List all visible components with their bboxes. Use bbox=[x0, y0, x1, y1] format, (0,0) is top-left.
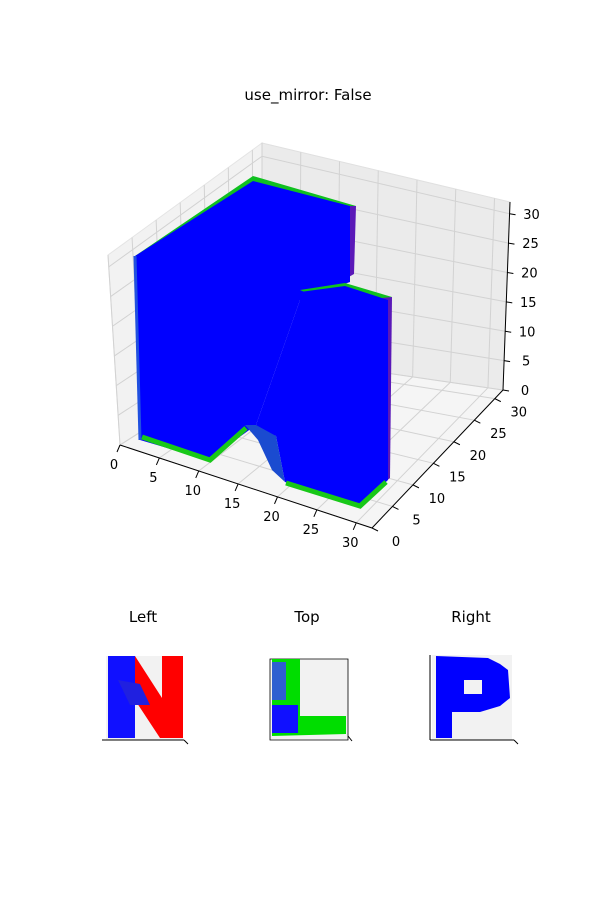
x-back-gridline-6 bbox=[487, 198, 495, 388]
z-tick-4 bbox=[507, 272, 514, 274]
x-tick-label-2: 10 bbox=[184, 484, 201, 499]
y-tick-1 bbox=[392, 505, 399, 510]
projection-top-axis-end bbox=[347, 735, 353, 742]
z-tick-label-3: 15 bbox=[520, 296, 537, 311]
z-tick-5 bbox=[508, 242, 515, 245]
voxel-bottom-edge-left bbox=[141, 426, 248, 463]
projection-right: Right bbox=[429, 608, 519, 745]
projection-left: Left bbox=[102, 608, 189, 745]
y-tick-5 bbox=[474, 419, 481, 424]
z-tick-label-0: 0 bbox=[521, 384, 529, 399]
y-tick-6 bbox=[494, 398, 502, 403]
z-tick-3 bbox=[506, 301, 513, 304]
voxel-bottom-edge-right bbox=[285, 480, 388, 509]
x-back-gridline-4 bbox=[412, 179, 418, 377]
x-tick-label-4: 20 bbox=[263, 510, 280, 525]
x-back-gridline-5 bbox=[449, 189, 457, 383]
x-axis-ticks: 0 5 10 15 20 25 30 bbox=[110, 444, 359, 551]
projection-left-blue-diagonal bbox=[118, 680, 150, 705]
voxel-front-face-short bbox=[245, 286, 388, 506]
x-tick-label-1: 5 bbox=[149, 471, 157, 486]
x-tick-4 bbox=[274, 496, 278, 505]
z-tick-1 bbox=[504, 360, 511, 363]
x-tick-2 bbox=[195, 470, 200, 479]
voxel-plot-3d: use_mirror: False bbox=[107, 86, 540, 551]
projection-right-title: Right bbox=[451, 608, 491, 626]
main-title: use_mirror: False bbox=[244, 86, 371, 105]
x-tick-label-3: 15 bbox=[224, 497, 241, 512]
z-tick-label-5: 25 bbox=[522, 237, 539, 252]
x-gridline-6 bbox=[355, 387, 489, 524]
x-tick-3 bbox=[234, 483, 239, 492]
z-tick-0 bbox=[502, 389, 510, 392]
y-axis-line bbox=[371, 389, 504, 529]
z-tick-label-2: 10 bbox=[519, 325, 536, 340]
y-back-gridline-0 bbox=[107, 254, 121, 446]
x-tick-6 bbox=[352, 522, 357, 531]
z-axis-ticks: 0 5 10 15 20 25 30 bbox=[502, 208, 540, 399]
y-tick-label-6: 30 bbox=[511, 406, 528, 421]
projection-top-blue-stripe bbox=[272, 662, 286, 700]
y-tick-2 bbox=[412, 484, 420, 489]
z-tick-label-4: 20 bbox=[521, 267, 538, 282]
voxel-front-face-tall bbox=[135, 181, 350, 460]
z-tick-label-6: 30 bbox=[523, 208, 540, 223]
y-tick-0 bbox=[371, 527, 379, 532]
projection-top: Top bbox=[269, 608, 353, 742]
y-tick-3 bbox=[433, 462, 440, 467]
x-tick-label-6: 30 bbox=[342, 536, 359, 551]
y-tick-label-1: 5 bbox=[412, 513, 420, 528]
z-tick-6 bbox=[509, 213, 516, 216]
x-tick-0 bbox=[116, 444, 121, 453]
y-tick-4 bbox=[453, 441, 461, 446]
voxel-left-edge bbox=[133, 255, 142, 441]
y-tick-label-3: 15 bbox=[449, 470, 466, 485]
z-tick-2 bbox=[505, 330, 512, 333]
projection-left-axis-end bbox=[183, 739, 189, 745]
projection-right-letter-p bbox=[436, 656, 510, 738]
y-tick-label-4: 20 bbox=[470, 449, 487, 464]
y-tick-label-2: 10 bbox=[429, 492, 446, 507]
x-tick-5 bbox=[313, 509, 318, 518]
x-tick-label-5: 25 bbox=[303, 523, 320, 538]
y-tick-label-0: 0 bbox=[392, 535, 400, 550]
y-tick-label-5: 25 bbox=[490, 427, 507, 442]
voxel-notch bbox=[245, 425, 285, 482]
x-tick-label-0: 0 bbox=[110, 458, 118, 473]
projection-top-blue-part bbox=[272, 705, 298, 733]
voxel-body bbox=[133, 176, 392, 509]
x-axis-line bbox=[119, 444, 373, 529]
z-axis-line bbox=[502, 201, 511, 391]
x-tick-1 bbox=[155, 457, 160, 466]
projection-left-blue-part bbox=[108, 656, 135, 738]
projection-top-title: Top bbox=[293, 608, 319, 626]
projection-right-axis-end bbox=[513, 739, 519, 745]
z-tick-label-1: 5 bbox=[522, 355, 530, 370]
projection-left-title: Left bbox=[129, 608, 157, 626]
z-gridline-6 bbox=[108, 155, 510, 268]
